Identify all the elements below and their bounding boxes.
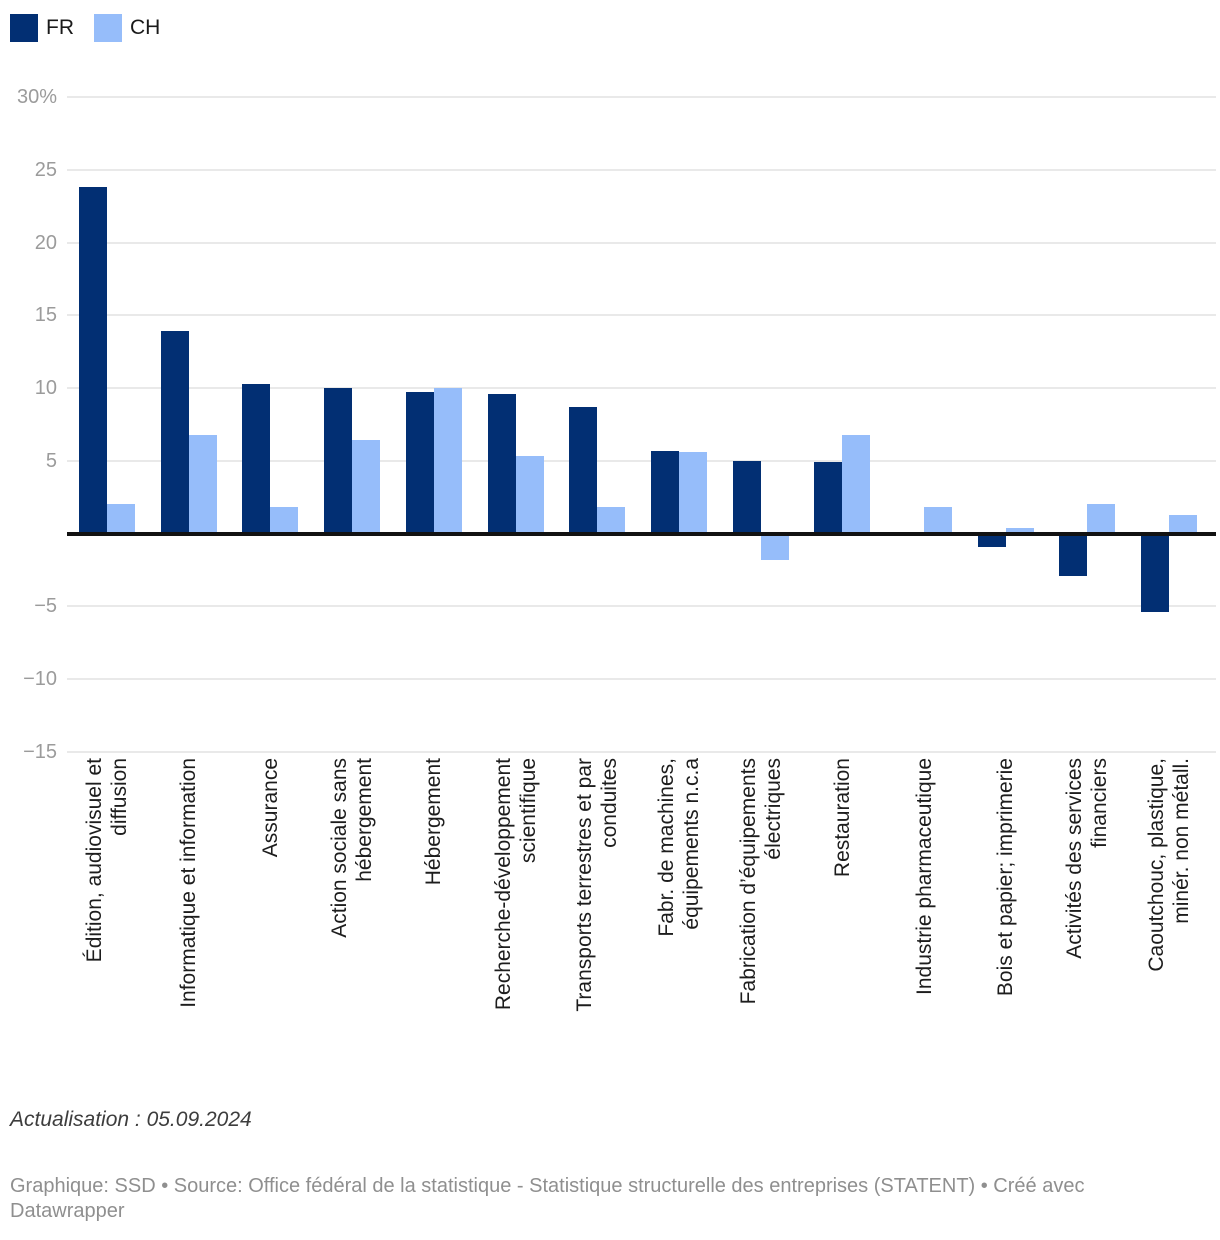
y-axis-tick-label: 15 [34,304,57,327]
x-axis-category-label: Édition, audiovisuel et diffusion [83,758,131,963]
x-axis-category-label: Fabr. de machines, équipements n.c.a [655,758,703,937]
x-axis-category-label: Transports terrestres et par conduites [573,758,621,1012]
bar-fr[interactable] [1141,533,1169,613]
bar-ch[interactable] [679,452,707,534]
bar-fr[interactable] [733,460,761,534]
bar-ch[interactable] [597,507,625,534]
bar-fr[interactable] [1059,533,1087,576]
y-axis-tick-label: −10 [23,668,57,690]
x-axis-category-label: Informatique et information [177,758,200,1008]
gridline [67,750,1216,753]
bar-fr[interactable] [651,450,679,534]
x-axis-category-label: Industrie pharmaceutique [913,758,936,995]
x-axis-category-label: Bois et papier; imprimerie [994,758,1017,997]
bar-fr[interactable] [161,331,189,534]
y-axis-tick-label: 30% [16,86,57,108]
gridline [67,241,1216,244]
bar-fr[interactable] [488,393,516,534]
y-axis-tick-label: −15 [23,740,57,763]
gridline [67,168,1216,171]
y-axis-tick-label: 5 [45,449,57,472]
x-axis-category-label: Recherche-développement scientifique [492,758,540,1011]
bar-ch[interactable] [761,533,789,560]
x-axis-category-label: Action sociale sans hébergement [328,758,376,938]
bar-ch[interactable] [1169,514,1197,534]
bar-ch[interactable] [107,504,135,534]
legend-swatch-fr [10,14,38,42]
gridline [67,605,1216,608]
y-axis-tick-label: 25 [34,158,57,181]
bar-ch[interactable] [434,388,462,534]
legend-label-ch: CH [130,16,161,39]
bar-ch[interactable] [924,507,952,534]
x-axis-category-label: Restauration [831,758,854,878]
y-axis-tick-label: 10 [34,377,57,399]
bar-fr[interactable] [242,383,270,534]
bar-fr[interactable] [324,388,352,534]
bar-fr[interactable] [569,406,597,534]
legend: FR CH [10,14,160,42]
y-axis-tick-label: 20 [34,231,57,254]
gridline [67,678,1216,680]
bar-ch[interactable] [1087,504,1115,534]
gridline [67,314,1216,317]
bar-ch[interactable] [1006,527,1034,534]
bar-ch[interactable] [270,507,298,534]
bar-ch[interactable] [842,434,870,534]
bar-ch[interactable] [189,434,217,534]
y-axis-tick-label: −5 [34,595,57,618]
zero-axis-line [67,531,1216,536]
legend-swatch-ch [94,14,122,42]
legend-item-fr: FR [10,14,74,42]
bar-fr[interactable] [978,533,1006,547]
x-axis-category-label: Hébergement [422,758,445,886]
x-axis-category-label: Assurance [259,758,282,858]
x-axis-category-label: Activités des services financiers [1063,758,1111,959]
legend-item-ch: CH [94,14,160,42]
gridline [67,387,1216,389]
bar-fr[interactable] [79,187,107,534]
bar-fr[interactable] [406,392,434,534]
gridline [67,96,1216,98]
bar-fr[interactable] [814,462,842,534]
x-axis-category-label: Caoutchouc, plastique, minér. non métall… [1145,758,1193,972]
bar-ch[interactable] [352,440,380,534]
x-axis-category-label: Fabrication d’équipements électriques [737,758,785,1005]
gridline [67,459,1216,462]
legend-label-fr: FR [46,16,74,39]
update-note: Actualisation : 05.09.2024 [10,1108,252,1131]
bar-ch[interactable] [516,456,544,534]
credit-line: Graphique: SSD • Source: Office fédéral … [10,1175,1085,1222]
